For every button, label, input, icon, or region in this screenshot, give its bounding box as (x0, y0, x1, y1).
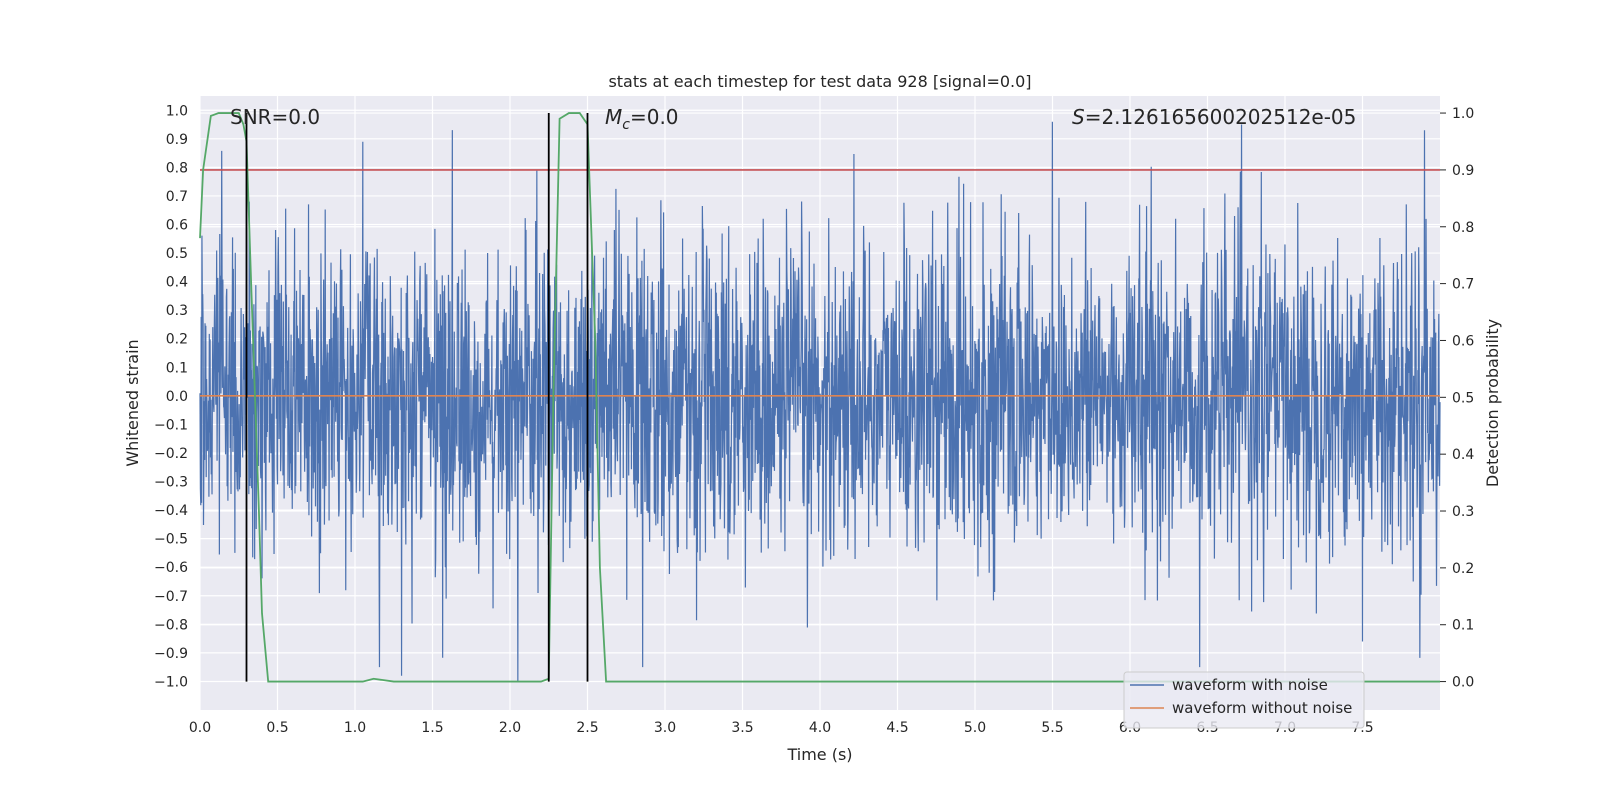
y-left-tick-label: −0.1 (154, 417, 188, 433)
y-right-tick-label: 0.3 (1452, 504, 1474, 520)
x-axis-label: Time (s) (786, 745, 852, 764)
legend-label-noise: waveform with noise (1172, 676, 1328, 694)
x-tick-label: 5.5 (1041, 720, 1063, 736)
y-left-tick-label: −0.4 (154, 503, 188, 519)
x-tick-label: 4.0 (809, 720, 831, 736)
snr-annotation: SNR=0.0 (230, 105, 320, 129)
x-tick-label: 3.0 (654, 720, 676, 736)
y-left-tick-label: −0.7 (154, 589, 188, 605)
y-right-tick-label: 0.2 (1452, 561, 1474, 577)
y-left-tick-label: 0.2 (166, 332, 188, 348)
y-left-tick-label: −0.3 (154, 475, 188, 491)
y-left-tick-label: 0.0 (166, 389, 188, 405)
y-right-tick-label: 0.7 (1452, 277, 1474, 293)
y-left-tick-label: 0.6 (166, 218, 188, 234)
s-annotation: S=2.126165600202512e-05 (1072, 105, 1356, 129)
y-right-tick-label: 0.9 (1452, 163, 1474, 179)
y-left-tick-label: −0.6 (154, 560, 188, 576)
y-left-tick-label: 0.8 (166, 160, 188, 176)
x-tick-label: 4.5 (886, 720, 908, 736)
x-tick-label: 3.5 (731, 720, 753, 736)
y-left-tick-label: 0.4 (166, 275, 188, 291)
mc-subscript: c (622, 117, 630, 133)
y-left-tick-label: 0.1 (166, 360, 188, 376)
detection-probability-line (199, 112, 1440, 683)
y-left-tick-label: 1.0 (166, 103, 188, 119)
legend-label-clean: waveform without noise (1172, 699, 1352, 717)
x-tick-label: 2.0 (499, 720, 521, 736)
x-tick-label: 1.5 (421, 720, 443, 736)
y-right-tick-label: 0.0 (1452, 675, 1474, 691)
y-axis-left-ticks: 1.0 0.9 0.8 0.7 0.6 0.5 0.4 0.3 0.2 0.1 0.0 −0.1 −0.… (154, 103, 188, 690)
y-right-tick-label: 0.6 (1452, 333, 1474, 349)
series-detection-probability (199, 112, 1440, 683)
y-axis-left-label: Whitened strain (123, 339, 142, 466)
y-axis-right-ticks: 1.0 0.9 0.8 0.7 0.6 0.5 0.4 0.3 0.2 0.1 0.0 (1440, 106, 1474, 691)
y-left-tick-label: −1.0 (154, 674, 188, 690)
x-tick-label: 5.0 (964, 720, 986, 736)
y-left-tick-label: 0.9 (166, 132, 188, 148)
y-left-tick-label: −0.8 (154, 617, 188, 633)
y-axis-right-label: Detection probability (1483, 319, 1502, 487)
y-left-tick-label: 0.5 (166, 246, 188, 262)
x-tick-label: 2.5 (576, 720, 598, 736)
legend: waveform with noise waveform without noi… (1123, 671, 1365, 729)
y-left-tick-label: −0.9 (154, 646, 188, 662)
y-right-tick-label: 0.5 (1452, 390, 1474, 406)
x-tick-label: 0.0 (189, 720, 211, 736)
mc-symbol: M (605, 105, 622, 129)
x-tick-label: 0.5 (266, 720, 288, 736)
y-right-tick-label: 0.8 (1452, 220, 1474, 236)
s-value: =2.126165600202512e-05 (1085, 105, 1357, 129)
x-tick-label: 1.0 (344, 720, 366, 736)
chart-title: stats at each timestep for test data 928… (608, 72, 1031, 91)
y-left-tick-label: −0.5 (154, 532, 188, 548)
mc-annotation: Mc=0.0 (605, 105, 679, 133)
s-symbol: S (1072, 105, 1085, 129)
y-left-tick-label: 0.3 (166, 303, 188, 319)
detection-markers (245, 113, 589, 682)
noise-waveform-line (199, 121, 1441, 682)
series-waveform-with-noise (199, 121, 1441, 682)
legend-box (1123, 671, 1365, 729)
y-left-tick-label: 0.7 (166, 189, 188, 205)
y-right-tick-label: 0.4 (1452, 447, 1474, 463)
mc-value: =0.0 (630, 105, 679, 129)
y-left-tick-label: −0.2 (154, 446, 188, 462)
y-right-tick-label: 1.0 (1452, 106, 1474, 122)
y-right-tick-label: 0.1 (1452, 618, 1474, 634)
